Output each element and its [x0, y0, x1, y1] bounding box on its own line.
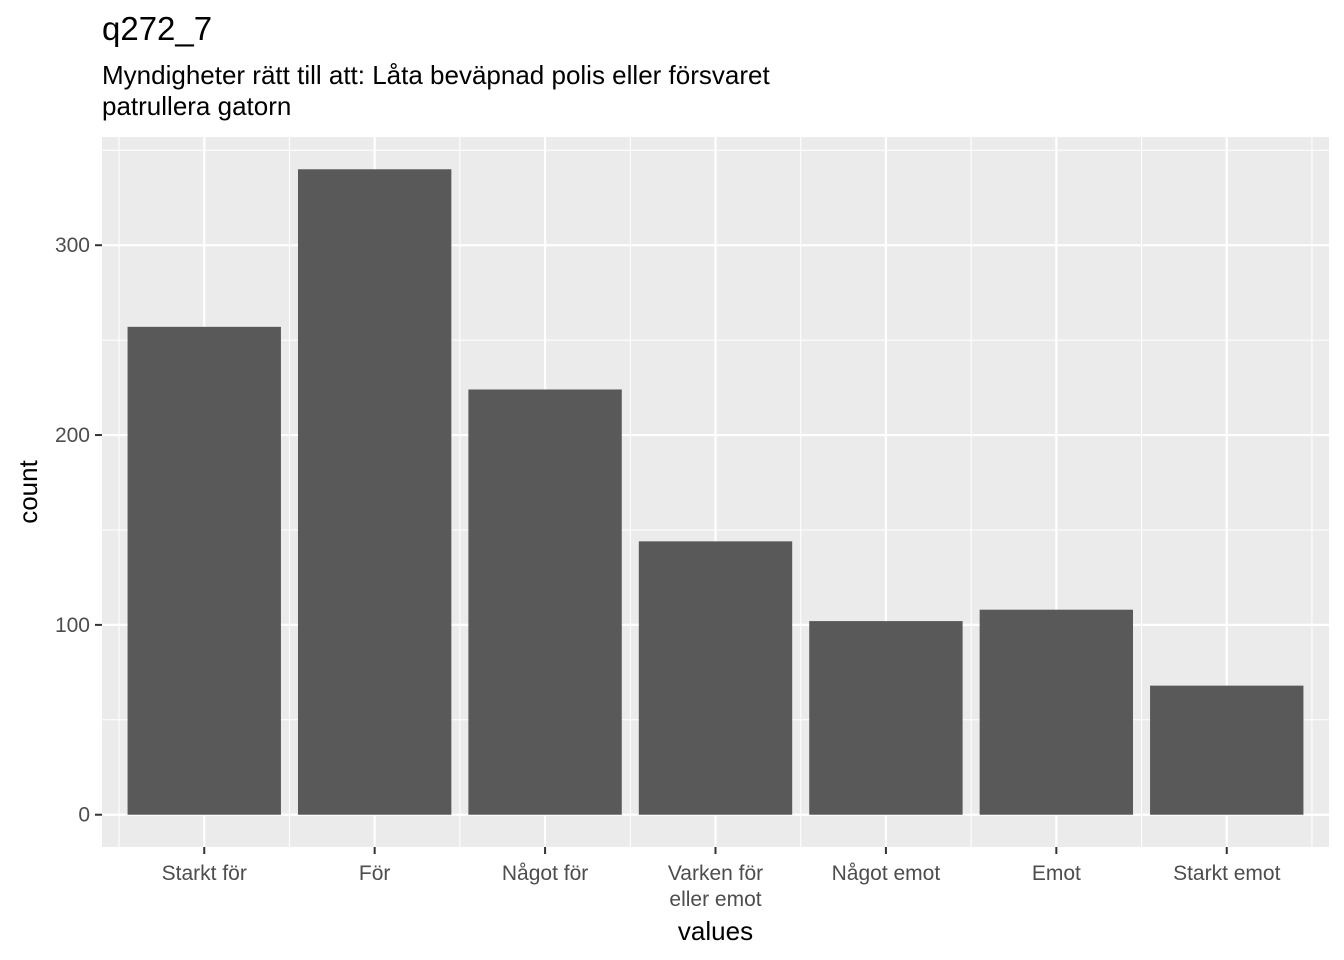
- y-tick-label: 0: [78, 804, 90, 827]
- bar: [1150, 685, 1304, 815]
- bar: [809, 621, 963, 815]
- x-tick-label: För: [359, 862, 391, 885]
- x-tick-label: Starkt emot: [1173, 862, 1281, 885]
- bar: [638, 541, 793, 815]
- bars: [127, 169, 1304, 815]
- x-tick-label-line: Emot: [1032, 862, 1081, 885]
- y-axis: 0 100 200 300: [55, 234, 102, 827]
- x-tick-label-line: För: [359, 862, 391, 885]
- chart-subtitle-line-2: patrullera gatorn: [102, 91, 292, 121]
- y-tick-label: 200: [55, 424, 90, 447]
- x-tick-label: Något för: [502, 862, 588, 885]
- x-tick-label-line: Starkt för: [162, 862, 247, 885]
- x-tick-label-line: Varken för: [668, 862, 763, 885]
- x-tick-label: Starkt för: [162, 862, 247, 885]
- y-tick-label: 100: [55, 614, 90, 637]
- x-tick-label: Varken för eller emot: [668, 862, 763, 911]
- y-axis-title: count: [13, 459, 43, 523]
- x-tick-label: Något emot: [832, 862, 941, 885]
- bar: [979, 609, 1134, 815]
- x-tick-label-line: Starkt emot: [1173, 862, 1281, 885]
- x-tick-label-line: Något emot: [832, 862, 941, 885]
- x-tick-label-line: eller emot: [669, 888, 761, 911]
- bar: [468, 389, 622, 815]
- y-tick-label: 300: [55, 234, 90, 257]
- bar: [127, 326, 281, 815]
- x-axis: Starkt för För Något för Varken för eller em…: [162, 847, 1281, 911]
- x-axis-title: values: [678, 916, 753, 946]
- x-tick-label-line: Något för: [502, 862, 588, 885]
- chart-subtitle: Myndigheter rätt till att: Låta beväpnad…: [102, 60, 1002, 122]
- chart-title: q272_7: [102, 10, 213, 47]
- chart-subtitle-line-1: Myndigheter rätt till att: Låta beväpnad…: [102, 60, 770, 90]
- bar: [297, 169, 452, 815]
- x-tick-label: Emot: [1032, 862, 1081, 885]
